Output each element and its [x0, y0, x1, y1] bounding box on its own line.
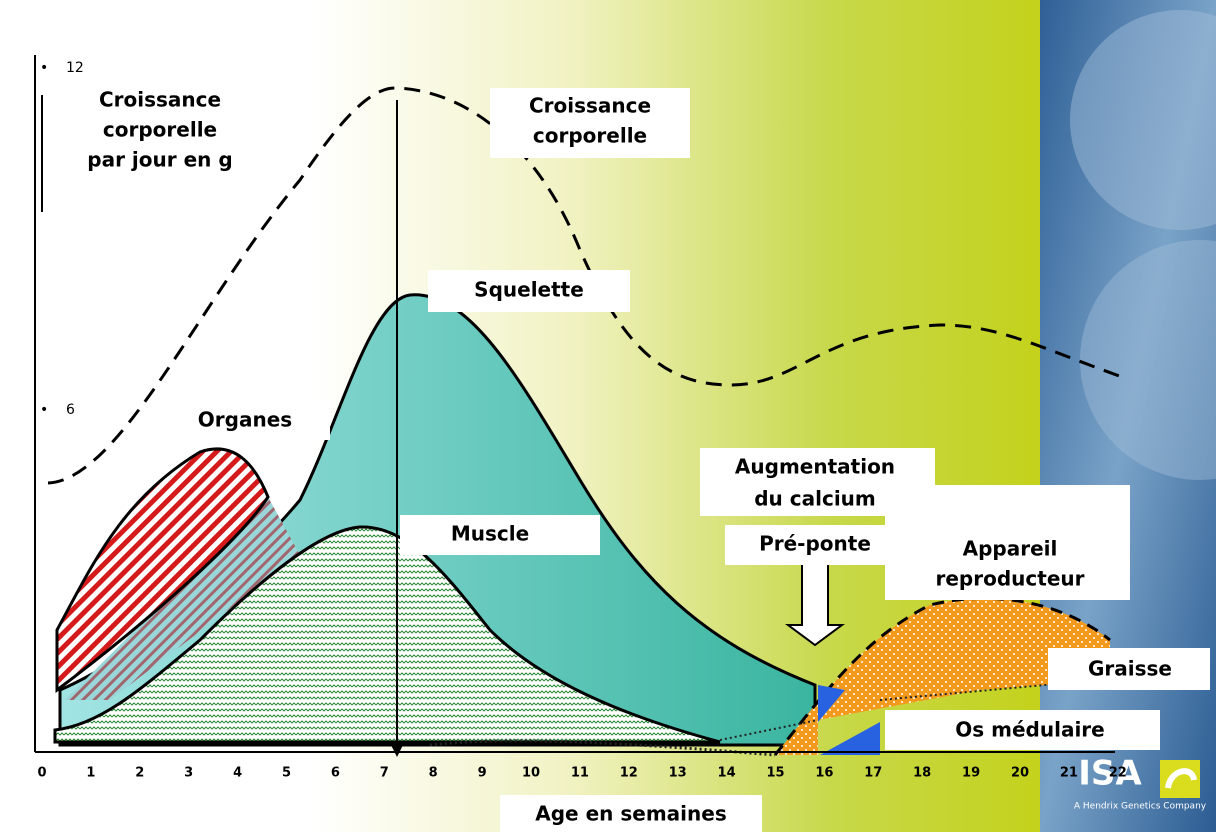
label: Augmentation: [735, 455, 895, 479]
logo-tagline: A Hendrix Genetics Company: [1074, 802, 1207, 812]
bullet: •: [40, 60, 48, 76]
x-tick-label: 11: [571, 766, 589, 781]
label: Os médulaire: [955, 718, 1104, 742]
y-title: par jour en g: [87, 148, 232, 172]
slide: • 12 • 6 Croissance corporelle par jour …: [0, 0, 1216, 832]
y-tick-label: 12: [66, 60, 84, 76]
x-tick-label: 18: [913, 766, 931, 781]
label: du calcium: [754, 487, 876, 511]
x-tick-label: 19: [962, 766, 980, 781]
x-tick-label: 20: [1011, 766, 1029, 781]
x-tick-label: 21: [1060, 766, 1078, 781]
x-tick-label: 8: [429, 766, 438, 781]
x-tick-label: 9: [478, 766, 487, 781]
label: Squelette: [474, 278, 584, 302]
x-tick-label: 15: [766, 766, 784, 781]
x-tick-label: 4: [233, 766, 242, 781]
x-tick-label: 16: [815, 766, 833, 781]
y-tick-label: 6: [66, 402, 75, 418]
label: Organes: [198, 408, 292, 432]
x-title: Age en semaines: [535, 802, 726, 826]
x-tick-label: 1: [86, 766, 95, 781]
y-title: Croissance: [99, 88, 221, 112]
label: Pré-ponte: [759, 532, 871, 556]
x-tick-label: 17: [864, 766, 882, 781]
x-tick-label: 0: [37, 766, 46, 781]
x-tick-label: 14: [718, 766, 736, 781]
x-tick-label: 5: [282, 766, 291, 781]
x-tick-label: 13: [669, 766, 687, 781]
x-tick-label: 22: [1109, 766, 1127, 781]
label: Muscle: [451, 522, 529, 546]
bullet: •: [40, 402, 48, 418]
x-tick-label: 7: [380, 766, 389, 781]
label: Appareil: [963, 537, 1058, 561]
y-title: corporelle: [103, 118, 217, 142]
x-tick-label: 6: [331, 766, 340, 781]
label: reproducteur: [936, 567, 1085, 591]
label: Graisse: [1088, 657, 1172, 681]
x-tick-label: 10: [522, 766, 540, 781]
x-tick-label: 3: [184, 766, 193, 781]
label: Croissance: [529, 94, 651, 118]
x-tick-label: 2: [135, 766, 144, 781]
label: corporelle: [533, 124, 647, 148]
x-tick-label: 12: [620, 766, 638, 781]
